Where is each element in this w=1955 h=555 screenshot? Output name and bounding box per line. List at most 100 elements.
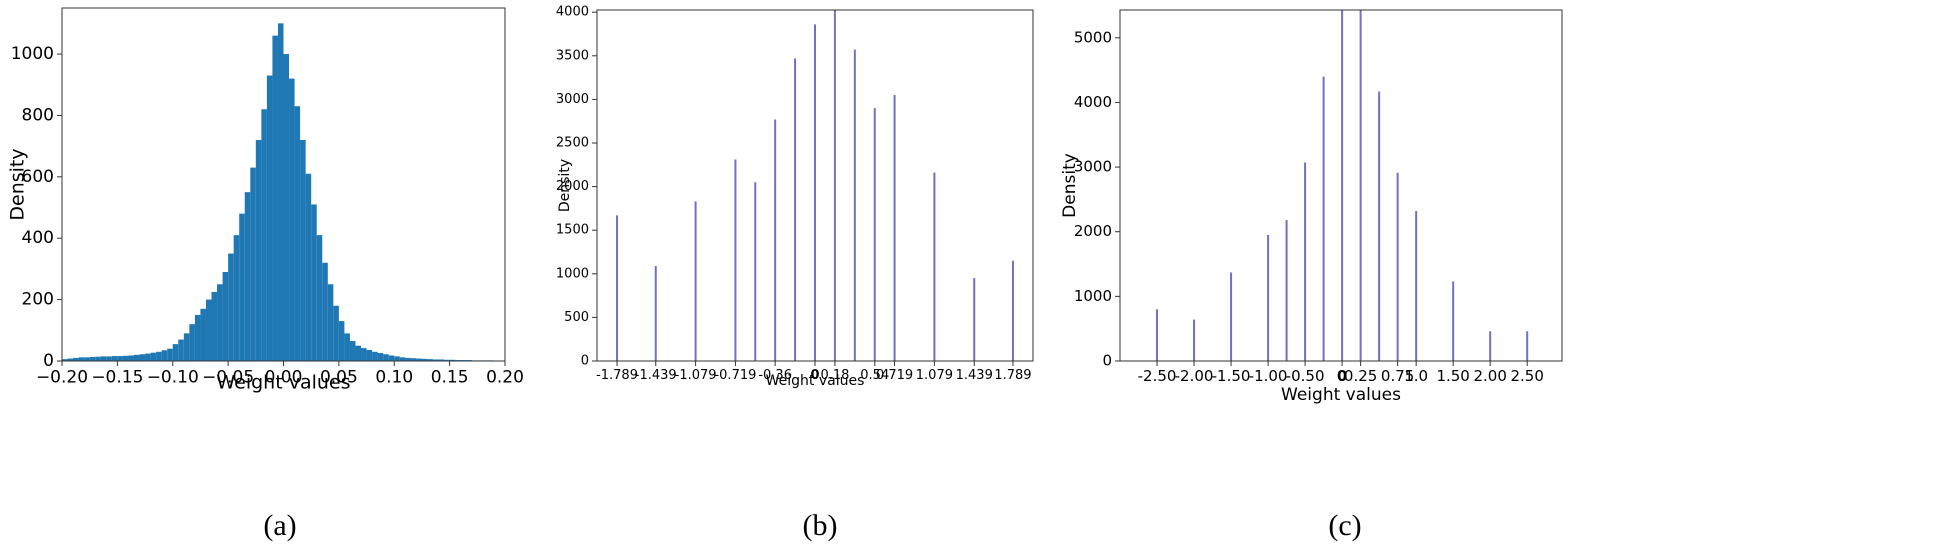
x-tick-label: -1.789 [596,368,638,383]
x-tick-label: 0.10 [375,368,413,388]
bar [111,356,118,361]
bar [338,321,345,361]
bar [305,173,312,361]
bar [150,352,157,361]
bar [222,271,229,361]
bar [300,139,306,361]
y-tick-label: 0 [581,354,589,369]
x-tick-label: 0.75 [1381,367,1414,385]
y-tick-label: 5000 [1074,28,1112,46]
bar [355,345,362,361]
bar [294,106,301,361]
bar [189,324,195,361]
x-tick-label: -0.719 [714,368,756,383]
plot-area [62,23,505,361]
x-tick-label: 0.00 [265,368,303,388]
bar [361,348,367,361]
bar [410,358,417,361]
bar [84,357,90,361]
x-tick-label: 0.25 [1344,367,1377,385]
x-tick-label: 2.50 [1510,367,1543,385]
bar [233,235,240,361]
x-tick-label: −0.20 [36,368,88,388]
x-tick-label: −0.15 [91,368,143,388]
y-tick-label: 0 [43,351,54,371]
bar [383,354,389,361]
bar [161,350,168,361]
bar [178,339,184,361]
bar [244,192,251,361]
bar [388,355,395,361]
x-tick-label: -0.36 [758,368,792,383]
x-tick-label: -1.079 [675,368,717,383]
y-tick-label: 800 [22,105,54,125]
x-tick-label: 1.789 [994,368,1031,383]
bar [95,356,101,361]
x-axis-label: Weight values [216,372,350,394]
y-tick-label: 4000 [556,5,589,20]
y-tick-label: 400 [22,228,54,248]
bar [316,235,323,361]
y-tick-label: 4000 [1074,93,1112,111]
bar [67,358,74,361]
bar [277,23,284,361]
y-tick-label: 2000 [1074,222,1112,240]
y-tick-label: 0 [1102,352,1112,370]
bar [394,356,400,361]
x-tick-label: -2.00 [1175,367,1214,385]
x-tick-label: 0 [1337,367,1347,385]
y-tick-label: 3500 [556,48,589,63]
bar [366,349,373,361]
bar [205,299,212,361]
bar [405,357,411,361]
x-tick-label: -0.50 [1286,367,1325,385]
x-tick-label: 2.00 [1473,367,1506,385]
bar [416,358,422,361]
bar [117,356,123,361]
bar [344,333,350,361]
y-tick-label: 2000 [556,179,589,194]
x-tick-label: 1.439 [956,368,993,383]
bar [200,308,206,361]
bar [100,356,107,361]
bar [133,354,140,361]
bar [349,341,356,361]
bar [283,54,290,361]
x-tick-label: 0.54 [860,368,889,383]
x-tick-label: 0.18 [820,368,849,383]
x-tick-label: -1.439 [635,368,677,383]
bar [327,284,334,361]
bar [399,357,406,361]
x-tick-label: 0.719 [876,368,913,383]
bar [427,359,434,361]
x-tick-label: 1.0 [1404,367,1428,385]
x-tick-label: 0.20 [486,368,524,388]
y-tick-label: 1000 [556,266,589,281]
bar [421,358,428,361]
x-tick-label: 0.05 [320,368,358,388]
bar [139,354,146,361]
x-axis-label: Weight values [766,373,865,389]
y-tick-label: 200 [22,290,54,310]
x-tick-label: -2.50 [1138,367,1177,385]
y-tick-label: 1000 [1074,287,1112,305]
bar [73,357,79,361]
x-tick-label: -1.50 [1212,367,1251,385]
x-tick-label: 1.50 [1436,367,1469,385]
caption: (b) [803,509,838,542]
bar [372,351,378,361]
bar [289,78,295,361]
axes-frame [1119,9,1563,362]
y-axis-label: Density [557,159,573,212]
x-tick-label: −0.10 [147,368,199,388]
bar [255,139,262,361]
y-tick-label: 3000 [556,92,589,107]
bar [261,109,267,361]
bar [311,204,317,361]
bar [322,262,328,361]
bar [250,167,256,361]
bar [194,314,201,361]
plot-area [1156,10,1529,361]
bar [211,291,218,361]
